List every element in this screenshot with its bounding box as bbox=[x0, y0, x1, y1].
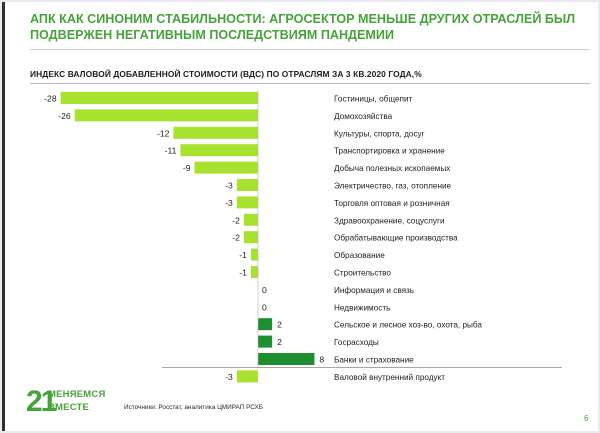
category-label-2: Культуры, спорта, досуг bbox=[334, 129, 425, 138]
category-label-13: Сельское и лесное хоз-во, охота, рыба bbox=[334, 321, 482, 330]
source-note: Источники: Росстат, аналитика ЦМИРАП РСХ… bbox=[124, 404, 264, 411]
bar-16 bbox=[236, 370, 258, 383]
chart-title-divider bbox=[30, 83, 590, 84]
category-label-12: Недвижимость bbox=[334, 303, 390, 312]
bar-15 bbox=[258, 353, 315, 365]
logo-line1: МЕНЯЕМСЯ bbox=[48, 389, 106, 400]
category-label-4: Добыча полезных ископаемых bbox=[334, 164, 450, 173]
title-divider bbox=[30, 49, 590, 50]
bar-14 bbox=[258, 335, 273, 348]
value-label-0: -28 bbox=[44, 94, 57, 104]
category-label-7: Здравоохранение, соцуслуги bbox=[334, 216, 445, 225]
value-label-1: -26 bbox=[58, 111, 71, 121]
value-label-14: 2 bbox=[277, 337, 282, 347]
value-label-13: 2 bbox=[277, 320, 282, 330]
value-label-11: 0 bbox=[262, 285, 267, 295]
left-accent-bar bbox=[2, 2, 5, 431]
value-label-12: 0 bbox=[262, 302, 267, 312]
category-label-3: Транспортировка и хранение bbox=[334, 147, 445, 156]
value-label-16: -3 bbox=[225, 372, 233, 382]
bar-3 bbox=[180, 144, 258, 157]
category-label-10: Строительство bbox=[334, 269, 391, 278]
bar-10 bbox=[250, 266, 258, 278]
value-label-4: -9 bbox=[183, 163, 191, 173]
logo-number: 21 bbox=[26, 385, 57, 418]
bar-1 bbox=[74, 109, 258, 122]
category-label-16: Валовой внутренний продукт bbox=[334, 373, 445, 382]
logo-line2: ВМЕСТЕ bbox=[48, 402, 90, 413]
value-label-15: 8 bbox=[319, 355, 324, 365]
value-label-10: -1 bbox=[239, 268, 247, 278]
category-label-8: Обрабатывающие производства bbox=[334, 234, 458, 243]
bar-2 bbox=[173, 126, 258, 139]
category-label-1: Домохозяйства bbox=[334, 112, 393, 121]
category-label-6: Торговля оптовая и розничная bbox=[334, 199, 450, 208]
bar-0 bbox=[60, 92, 258, 104]
bar-9 bbox=[250, 248, 258, 261]
category-label-15: Банки и страхование bbox=[334, 356, 414, 365]
logo: 21 МЕНЯЕМСЯ ВМЕСТЕ bbox=[26, 385, 126, 425]
category-label-5: Электричество, газ, отопление bbox=[334, 182, 452, 191]
bar-4 bbox=[194, 161, 258, 174]
chart-title: ИНДЕКС ВАЛОВОЙ ДОБАВЛЕННОЙ СТОИМОСТИ (ВД… bbox=[30, 69, 422, 79]
bar-6 bbox=[236, 196, 258, 209]
value-label-5: -3 bbox=[225, 181, 233, 191]
value-label-9: -1 bbox=[239, 250, 247, 260]
category-label-14: Госрасходы bbox=[334, 338, 379, 347]
value-label-7: -2 bbox=[232, 215, 240, 225]
category-label-9: Образование bbox=[334, 251, 385, 260]
value-label-8: -2 bbox=[232, 233, 240, 243]
value-label-3: -11 bbox=[165, 146, 177, 156]
category-label-11: Информация и связь bbox=[334, 286, 414, 295]
bar-5 bbox=[236, 179, 258, 191]
category-label-0: Гостиницы, общепит bbox=[334, 95, 413, 104]
bar-7 bbox=[243, 213, 258, 226]
page-number: 6 bbox=[584, 414, 589, 423]
slide-title: АПК КАК СИНОНИМ СТАБИЛЬНОСТИ: АГРОСЕКТОР… bbox=[30, 12, 576, 42]
bar-13 bbox=[258, 318, 273, 331]
value-label-6: -3 bbox=[225, 198, 233, 208]
value-label-2: -12 bbox=[157, 128, 170, 138]
bar-8 bbox=[243, 231, 258, 244]
